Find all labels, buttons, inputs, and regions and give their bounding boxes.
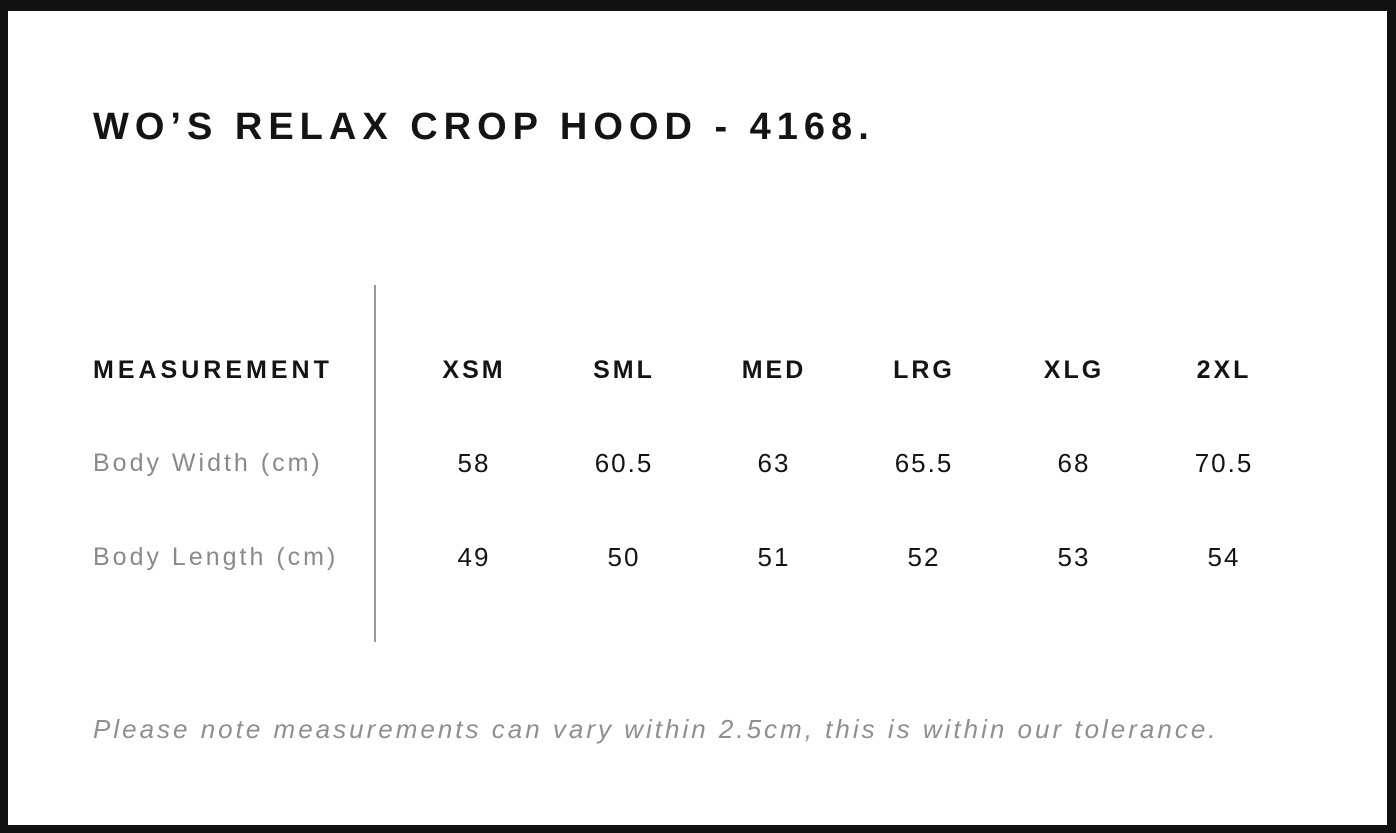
size-value-cell: 51 xyxy=(757,541,791,572)
size-column-header-sml: SML xyxy=(593,355,655,384)
table-row-body-width: Body Width (cm) 58 60.5 63 65.5 68 70.5 xyxy=(93,433,1305,493)
table-row-body-length: Body Length (cm) 49 50 51 52 53 54 xyxy=(93,527,1305,587)
measurement-row-label: Body Width (cm) xyxy=(93,448,323,477)
size-column-header-xlg: XLG xyxy=(1043,355,1105,384)
size-value-cell: 60.5 xyxy=(594,447,654,478)
measurement-column-header: MEASUREMENT xyxy=(93,355,333,384)
size-column-header-xsm: XSM xyxy=(442,355,506,384)
size-value-cell: 58 xyxy=(457,447,491,478)
size-value-cell: 52 xyxy=(907,541,941,572)
size-value-cell: 65.5 xyxy=(894,447,954,478)
size-value-cell: 49 xyxy=(457,541,491,572)
size-column-header-lrg: LRG xyxy=(893,355,955,384)
size-column-header-med: MED xyxy=(741,355,807,384)
tolerance-note: Please note measurements can vary within… xyxy=(93,714,1219,744)
size-column-header-2xl: 2XL xyxy=(1196,355,1252,384)
table-header-row: MEASUREMENT XSM SML MED LRG XLG 2XL xyxy=(93,340,1305,400)
size-value-cell: 63 xyxy=(757,447,791,478)
size-value-cell: 50 xyxy=(607,541,641,572)
size-value-cell: 68 xyxy=(1057,447,1091,478)
size-value-cell: 53 xyxy=(1057,541,1091,572)
size-table: MEASUREMENT XSM SML MED LRG XLG 2XL Body… xyxy=(93,285,1305,642)
size-value-cell: 70.5 xyxy=(1194,447,1254,478)
size-value-cell: 54 xyxy=(1207,541,1241,572)
table-divider xyxy=(374,285,376,642)
measurement-row-label: Body Length (cm) xyxy=(93,542,339,571)
product-title: WO’S RELAX CROP HOOD - 4168. xyxy=(93,106,875,148)
